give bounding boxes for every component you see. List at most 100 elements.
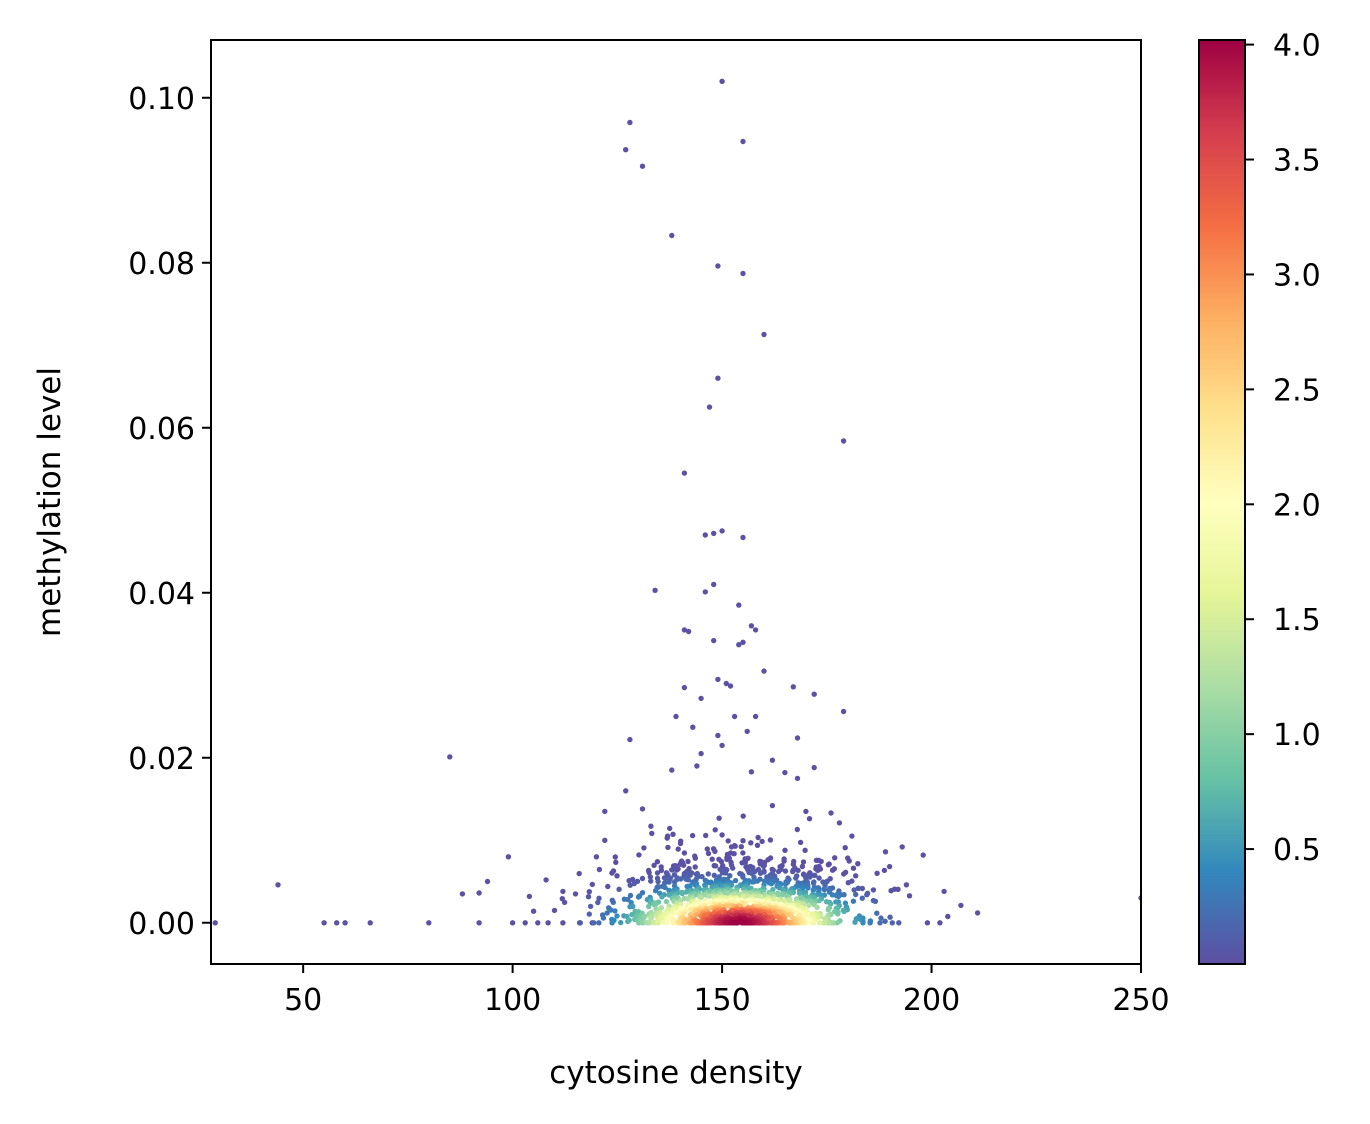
scatter-point (816, 875, 822, 881)
scatter-point (639, 163, 646, 169)
scatter-point (906, 893, 913, 899)
scatter-point (690, 724, 696, 730)
scatter-point (630, 903, 636, 910)
scatter-point (698, 894, 704, 901)
y-tick-label: 0.00 (128, 907, 195, 942)
scatter-point (832, 855, 838, 861)
scatter-point (759, 838, 765, 845)
colorbar-tick-label: 1.5 (1273, 603, 1321, 638)
scatter-point (731, 851, 737, 857)
scatter-point (924, 920, 931, 926)
scatter-point (711, 872, 717, 878)
scatter-point (711, 530, 717, 537)
scatter-point (639, 806, 646, 812)
scatter-point (800, 859, 807, 865)
scatter-point (790, 684, 796, 690)
scatter-point (652, 888, 659, 894)
scatter-point (823, 899, 830, 905)
scatter-point (659, 894, 665, 900)
scatter-point (631, 880, 637, 887)
scatter-point (851, 887, 857, 893)
colorbar-tick-label: 1.0 (1273, 718, 1321, 753)
scatter-point (782, 881, 789, 887)
scatter-point (509, 920, 516, 926)
scatter-point (522, 920, 528, 926)
scatter-point (806, 902, 812, 909)
scatter-point (937, 920, 943, 926)
scatter-point (587, 903, 594, 910)
scatter-point (715, 732, 721, 739)
scatter-point (850, 865, 857, 871)
scatter-point (782, 868, 789, 874)
scatter-point (815, 867, 821, 874)
scatter-point (702, 589, 708, 595)
scatter-point (740, 813, 746, 819)
scatter-point (706, 893, 712, 899)
scatter-point (627, 119, 633, 126)
scatter-point (789, 914, 795, 920)
scatter-point (711, 637, 717, 644)
scatter-point (736, 642, 742, 648)
scatter-point (648, 823, 654, 829)
scatter-point (609, 870, 615, 876)
scatter-point (530, 908, 537, 914)
scatter-point (775, 868, 782, 875)
scatter-point (596, 920, 602, 926)
scatter-point (770, 886, 776, 893)
scatter-point (712, 848, 718, 854)
scatter-point (610, 899, 616, 905)
scatter-point (681, 627, 688, 633)
scatter-point (666, 892, 672, 898)
scatter-point (667, 825, 673, 832)
scatter-point (740, 838, 746, 844)
scatter-point (941, 888, 947, 895)
scatter-point (635, 894, 642, 900)
scatter-point (825, 862, 832, 868)
scatter-point (666, 879, 672, 885)
scatter-point (596, 895, 602, 901)
scatter-point (958, 902, 964, 909)
scatter-point (817, 920, 823, 926)
scatter-point (814, 904, 820, 910)
scatter-point (822, 915, 828, 922)
scatter-point (751, 874, 757, 880)
colorbar-tick-label: 0.5 (1273, 833, 1321, 868)
scatter-point (669, 767, 675, 773)
scatter-point (636, 852, 642, 858)
x-tick-label: 200 (903, 983, 960, 1018)
scatter-point (694, 763, 700, 769)
scatter-point (627, 892, 634, 899)
scatter-point (685, 877, 691, 883)
scatter-point (652, 587, 658, 593)
scatter-point (646, 903, 652, 910)
scatter-point (828, 810, 834, 816)
scatter-point (675, 846, 681, 852)
scatter-point (655, 920, 661, 926)
scatter-point (769, 757, 776, 763)
scatter-point (505, 854, 512, 860)
scatter-point (797, 839, 804, 846)
scatter-point (887, 914, 893, 920)
y-tick-label: 0.06 (128, 412, 195, 447)
scatter-point (722, 870, 729, 876)
scatter-point (611, 917, 617, 923)
scatter-point (818, 858, 824, 865)
scatter-point (870, 887, 877, 893)
scatter-point (275, 882, 281, 888)
scatter-point (591, 920, 597, 926)
scatter-point (655, 878, 661, 885)
scatter-point (639, 875, 646, 882)
scatter-point (748, 623, 755, 629)
scatter-point (605, 883, 611, 890)
scatter-point (794, 826, 800, 833)
scatter-point (681, 470, 688, 476)
scatter-point (658, 867, 665, 874)
scatter-point (662, 884, 668, 891)
x-axis: 50 100 150 200 250 (284, 964, 1170, 1018)
x-tick-label: 150 (693, 983, 750, 1018)
scatter-point (614, 873, 620, 879)
scatter-point (692, 864, 698, 870)
scatter-point (664, 833, 671, 839)
scatter-point (476, 890, 482, 896)
